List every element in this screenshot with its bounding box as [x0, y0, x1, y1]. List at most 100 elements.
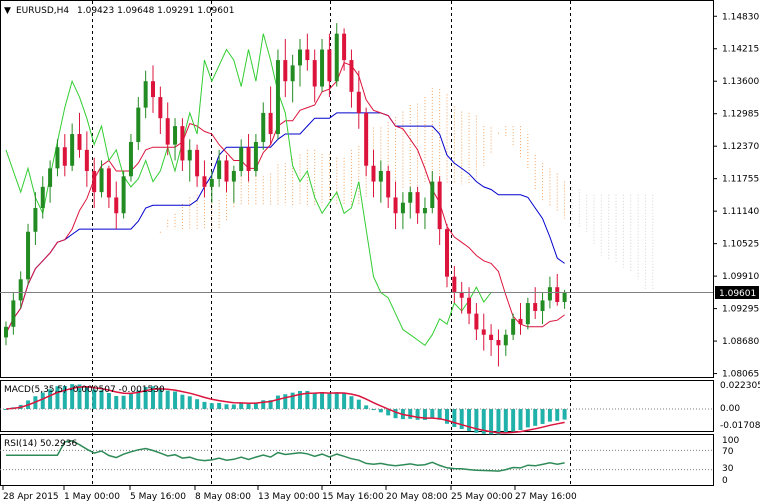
macd-histogram-bar [77, 384, 82, 409]
time-tick-label: 27 May 16:00 [515, 492, 577, 502]
macd-histogram-bar [298, 390, 302, 409]
candle-body [246, 147, 251, 172]
rsi-tick-label: 100 [722, 436, 739, 446]
chart-menu-arrow-icon[interactable]: ▼ [4, 6, 11, 16]
candle-body [26, 231, 31, 280]
candle-body [33, 207, 38, 232]
price-tick-label: 1.12370 [722, 142, 759, 152]
candle-body [452, 276, 457, 293]
macd-histogram-bar [496, 409, 501, 435]
macd-histogram-bar [422, 409, 427, 420]
current-price-label: 1.09601 [719, 289, 756, 299]
macd-histogram-bar [217, 402, 222, 409]
macd-histogram-bar [371, 409, 376, 411]
time-tick-label: 13 May 00:00 [258, 492, 320, 502]
time-axis[interactable]: 28 Apr 2015 1 May 00:00 5 May 16:00 8 May 0… [2, 486, 577, 502]
candle-body [312, 60, 317, 87]
macd-histogram-bar [356, 399, 361, 409]
tenkan-sen-line [5, 62, 565, 334]
macd-histogram-bar [121, 395, 126, 409]
macd-histogram-bar [114, 396, 119, 409]
candle-body [290, 65, 295, 82]
candle-body [445, 229, 449, 277]
candle-body [151, 81, 155, 98]
macd-histogram-bar [231, 404, 236, 409]
macd-histogram-bar [275, 395, 280, 409]
price-tick-label: 1.11755 [722, 175, 759, 185]
candle-body [48, 168, 53, 187]
candle-body [121, 176, 126, 214]
price-axis[interactable]: 1.14830 1.14215 1.13600 1.12985 1.12370 1.117… [713, 12, 759, 380]
candle-body [511, 318, 516, 335]
macd-histogram-bar [474, 409, 479, 433]
current-price-badge [715, 286, 759, 299]
candle-body [349, 60, 354, 92]
macd-tick-label: -0.017081 [720, 421, 760, 431]
candle-body [342, 33, 347, 61]
candle-body [371, 165, 376, 182]
macd-histogram-bar [334, 392, 339, 409]
macd-histogram-bar [70, 384, 75, 409]
candle-body [136, 107, 141, 142]
macd-histogram-bar [533, 409, 538, 426]
candle-body [143, 81, 148, 108]
macd-histogram-bar [430, 409, 435, 419]
candle-body [334, 33, 339, 82]
macd-histogram-bar [158, 387, 163, 409]
candle-body [253, 141, 258, 172]
macd-histogram-bar [268, 400, 273, 409]
macd-histogram-bar [386, 409, 391, 416]
macd-histogram-bar [503, 409, 508, 434]
macd-histogram-bar [459, 409, 464, 429]
macd-tick-label: 0.00 [720, 404, 740, 414]
candle-body [217, 160, 222, 179]
macd-histogram-bar [48, 389, 53, 409]
macd-histogram-bar [128, 393, 133, 409]
time-tick-label: 1 May 00:00 [64, 492, 120, 502]
candle-body [158, 97, 163, 119]
candle-body [496, 340, 501, 346]
macd-histogram-bar [99, 390, 104, 409]
candle-body [195, 149, 200, 177]
price-tick-label: 1.08065 [722, 370, 759, 380]
ohlc-readout: 1.09423 1.09648 1.09291 1.09601 [77, 6, 234, 16]
time-tick-label: 28 Apr 2015 [3, 492, 59, 502]
candle-body [422, 207, 427, 214]
macd-histogram-bar [246, 404, 251, 409]
price-tick-label: 1.08680 [722, 337, 759, 347]
macd-histogram-bar [511, 409, 516, 432]
candle-body [231, 171, 236, 182]
candle-body [114, 197, 119, 214]
candle-body [187, 149, 192, 161]
macd-histogram-bar [518, 409, 523, 430]
macd-histogram-bar [151, 386, 155, 409]
macd-histogram-bar [342, 393, 347, 409]
candle-body [268, 112, 273, 135]
macd-tick-label: 0.022305 [720, 381, 760, 391]
candle-body [386, 171, 391, 198]
macd-histogram-bar [562, 409, 567, 420]
macd-histogram-bar [239, 403, 244, 409]
macd-histogram-bar [253, 402, 258, 409]
candle-body [547, 287, 552, 301]
rsi-tick-label: 70 [722, 447, 734, 457]
candle-body [261, 112, 266, 142]
macd-histogram-bar [452, 409, 457, 427]
candle-body [518, 318, 523, 325]
candle-body [467, 297, 472, 314]
candle-body [378, 171, 383, 182]
candle-body [4, 326, 8, 338]
macd-indicator [0, 384, 713, 435]
candle-body [305, 49, 310, 61]
rsi-indicator [0, 440, 713, 472]
candle-body [525, 303, 530, 325]
macd-histogram-bar [525, 409, 530, 428]
rsi-tick-label: 30 [722, 464, 734, 474]
macd-histogram-bar [320, 392, 325, 409]
candle-body [555, 287, 560, 302]
macd-histogram-bar [202, 401, 207, 409]
time-tick-label: 15 May 16:00 [322, 492, 384, 502]
candle-body [437, 181, 442, 230]
